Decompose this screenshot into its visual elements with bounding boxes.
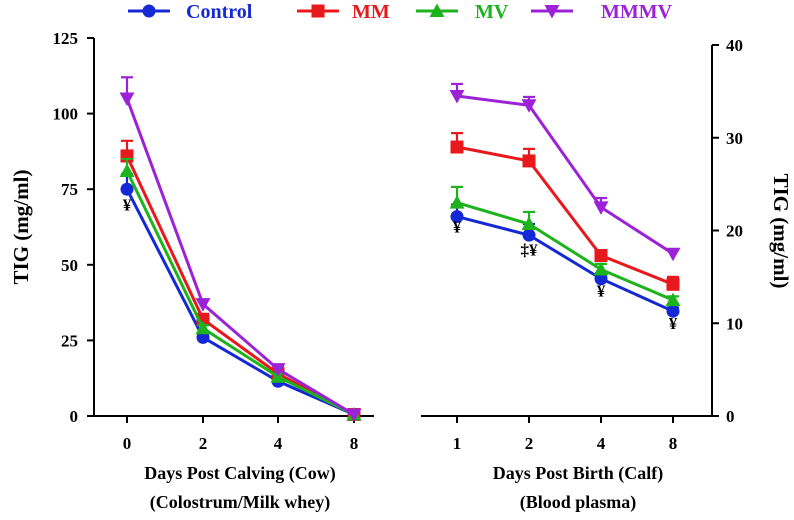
left-x-tick-label: 2 (199, 434, 208, 453)
right-y-axis-title: TIG (mg/ml) (769, 174, 793, 289)
data-point-mv (665, 292, 681, 307)
series-line-mmmv (456, 94, 674, 255)
series-line-mv (456, 201, 674, 302)
left-x-tick-label: 0 (123, 434, 132, 453)
right-series-control (450, 203, 680, 318)
left-y-tick-label: 50 (61, 256, 78, 275)
right-significance-annotation: ¥ (669, 314, 678, 333)
left-y-tick-label: 100 (53, 105, 79, 124)
legend-label-mv: MV (475, 1, 509, 23)
left-series-mv (119, 157, 362, 421)
right-x-tick-label: 8 (669, 434, 678, 453)
data-point-mv (119, 163, 135, 178)
data-point-control (666, 304, 680, 318)
data-point-mv (521, 216, 537, 231)
data-point-control (594, 272, 608, 286)
right-x-tick-label: 2 (525, 434, 534, 453)
data-point-mv (593, 261, 609, 276)
legend-marker-mv (429, 3, 445, 17)
data-point-mm (450, 140, 464, 154)
left-series-mm (120, 139, 361, 421)
data-point-mv (195, 320, 211, 335)
left-series-mmmv (119, 76, 362, 422)
right-y-tick-label: 20 (726, 222, 743, 241)
data-point-mmmv (346, 408, 362, 422)
series-line-mm (456, 145, 674, 286)
right-y-tick-label: 10 (726, 314, 743, 333)
legend-item-control: Control (128, 1, 253, 23)
right-y-tick-label: 0 (726, 407, 735, 426)
left-y-tick-label: 125 (53, 29, 79, 48)
right-y-tick-label: 30 (726, 129, 743, 148)
left-significance-annotation: ¥ (123, 195, 132, 214)
data-point-mmmv (449, 90, 465, 104)
left-x-tick-label: 8 (350, 434, 359, 453)
series-line-control (456, 215, 674, 313)
data-point-mv (449, 195, 465, 209)
data-point-mmmv (270, 363, 286, 377)
data-point-control (522, 228, 536, 242)
right-y-tick-label: 40 (726, 36, 743, 55)
right-panel-blood-plasma: 0 10 20 30 40 1 2 4 8 TIG (mg/ml) Days Post Birth … (421, 36, 793, 513)
data-point-mmmv (665, 247, 681, 262)
data-point-mm (594, 249, 608, 263)
data-point-control (450, 210, 464, 224)
left-x-axis-title-line-2: (Colostrum/Milk whey) (150, 492, 330, 513)
left-y-tick-label: 75 (61, 180, 78, 199)
data-point-mmmv (195, 298, 211, 312)
right-x-axis-title-line-2: (Blood plasma) (520, 492, 637, 513)
series-line-control (125, 188, 355, 416)
right-series-mv (449, 185, 681, 307)
right-x-tick-label: 1 (453, 434, 462, 453)
data-point-mm (522, 154, 536, 168)
legend-item-mv: MV (416, 1, 509, 23)
data-point-mmmv (593, 201, 609, 215)
right-series-mmmv (449, 82, 681, 262)
legend-item-mm: MM (297, 1, 390, 23)
left-y-axis-title: TIG (mg/ml) (9, 170, 33, 285)
data-point-control (120, 182, 134, 196)
data-point-mmmv (521, 99, 537, 113)
series-line-mmmv (125, 97, 355, 416)
legend-label-control: Control (186, 1, 253, 23)
legend-item-mmmv: MMMV (531, 1, 673, 23)
legend-label-mm: MM (352, 1, 390, 23)
right-significance-annotation: ‡¥ (521, 241, 539, 260)
right-significance-annotation: ¥ (453, 217, 462, 236)
right-x-axis-title-line-1: Days Post Birth (Calf) (493, 463, 663, 484)
series-line-mv (125, 170, 355, 416)
right-significance-annotation: ¥ (597, 281, 606, 300)
left-y-tick-label: 0 (70, 407, 79, 426)
legend-marker-mmmv (544, 5, 560, 19)
legend: Control MM MV MMMV (128, 1, 673, 23)
left-panel-colostrum-milk: 0 25 50 75 100 125 0 2 4 8 TIG (mg/ml) Days Post Ca… (9, 29, 374, 513)
left-x-tick-label: 4 (274, 434, 283, 453)
left-x-axis-title-line-1: Days Post Calving (Cow) (144, 463, 336, 484)
data-point-mmmv (119, 92, 135, 106)
data-point-mm (666, 277, 680, 291)
legend-marker-control (142, 4, 156, 18)
left-series-control (120, 172, 361, 421)
right-series-mm (450, 132, 680, 291)
right-x-tick-label: 4 (597, 434, 606, 453)
left-y-tick-label: 25 (61, 331, 78, 350)
legend-label-mmmv: MMMV (601, 1, 673, 23)
legend-marker-mm (311, 4, 325, 18)
